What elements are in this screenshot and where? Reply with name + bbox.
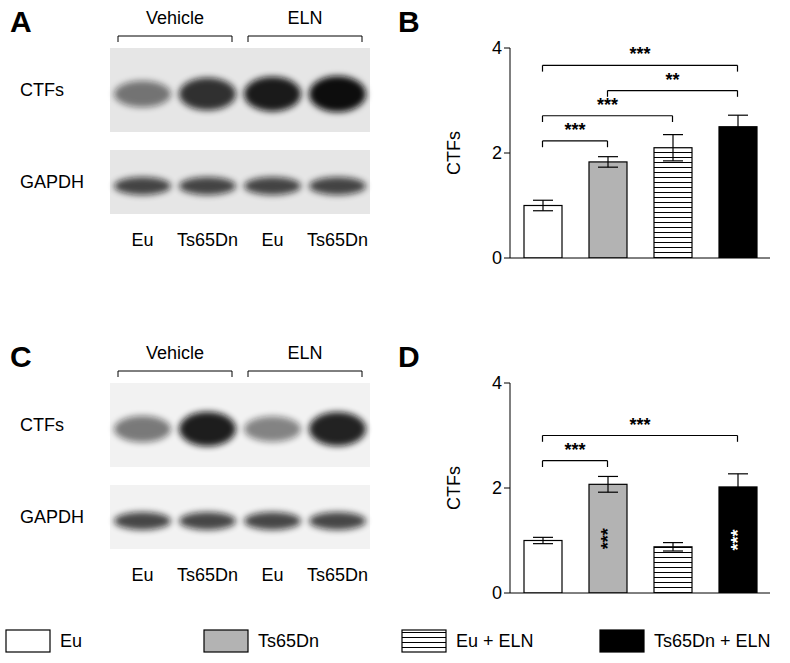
svg-text:C: C [10,340,32,373]
svg-text:Eu: Eu [60,631,82,651]
svg-text:2: 2 [492,143,502,163]
svg-text:***: *** [728,529,748,550]
svg-text:CTFs: CTFs [20,80,64,100]
svg-text:***: *** [598,528,618,549]
svg-text:4: 4 [492,38,502,58]
svg-text:2: 2 [492,478,502,498]
svg-text:ELN: ELN [287,8,322,28]
svg-text:ELN: ELN [287,343,322,363]
svg-text:***: *** [564,120,585,140]
svg-text:***: *** [629,415,650,435]
svg-text:**: ** [665,70,679,90]
svg-text:Ts65Dn + ELN: Ts65Dn + ELN [654,631,771,651]
svg-text:B: B [398,5,420,38]
svg-text:Ts65Dn: Ts65Dn [177,230,238,250]
svg-text:GAPDH: GAPDH [20,172,84,192]
svg-text:***: *** [564,440,585,460]
svg-text:0: 0 [492,248,502,268]
svg-text:D: D [398,340,420,373]
svg-text:***: *** [597,95,618,115]
svg-text:CTFs: CTFs [444,131,464,175]
svg-text:Eu + ELN: Eu + ELN [456,631,534,651]
svg-text:Vehicle: Vehicle [146,8,204,28]
svg-text:Eu: Eu [131,230,153,250]
svg-text:Eu: Eu [261,230,283,250]
svg-text:GAPDH: GAPDH [20,507,84,527]
svg-text:0: 0 [492,583,502,603]
svg-text:Vehicle: Vehicle [146,343,204,363]
svg-text:Eu: Eu [131,565,153,585]
svg-text:Ts65Dn: Ts65Dn [307,230,368,250]
svg-text:4: 4 [492,373,502,393]
svg-text:***: *** [629,44,650,64]
svg-text:Ts65Dn: Ts65Dn [177,565,238,585]
svg-text:Eu: Eu [261,565,283,585]
svg-text:CTFs: CTFs [444,466,464,510]
svg-text:A: A [10,5,32,38]
svg-text:CTFs: CTFs [20,415,64,435]
svg-text:Ts65Dn: Ts65Dn [258,631,319,651]
svg-text:Ts65Dn: Ts65Dn [307,565,368,585]
